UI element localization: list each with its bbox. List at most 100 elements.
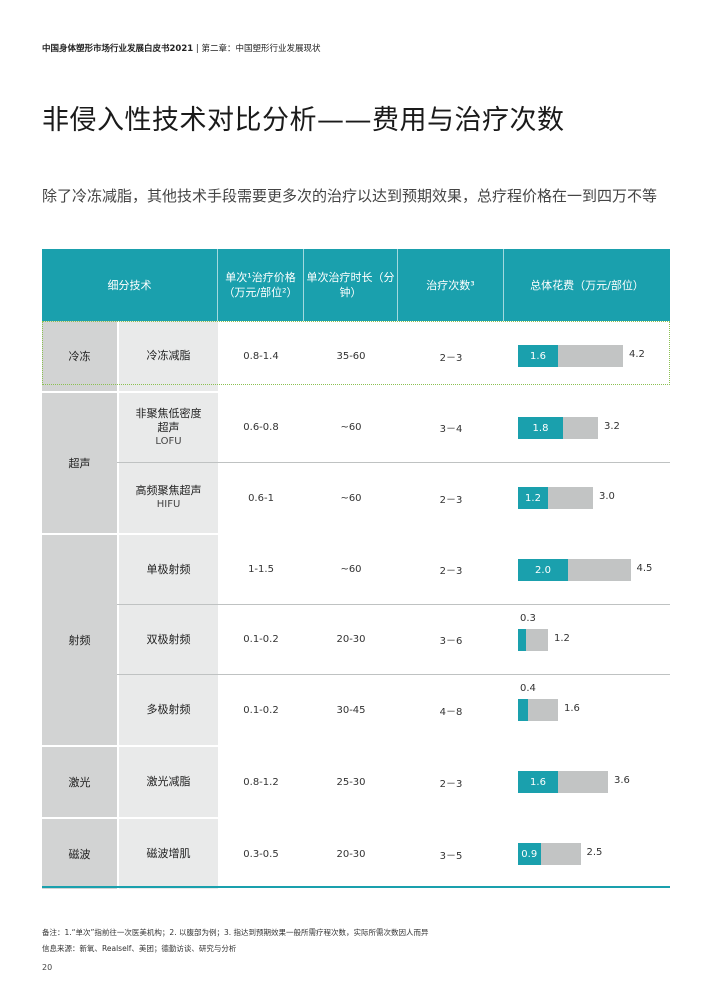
total-cost-cell: 1.2 3.0: [504, 463, 670, 533]
bar-min-label: 0.4: [520, 683, 536, 694]
tech-name: 冷冻减脂: [146, 349, 191, 362]
total-cost-cell: 2.0 4.5: [504, 535, 670, 604]
total-cost-cell: 1.2 0.3: [504, 605, 670, 674]
price-cell: 0.1-0.2: [243, 704, 279, 716]
group-label: 冷冻: [42, 321, 117, 391]
price-cell: 0.3-0.5: [243, 848, 279, 860]
header-tech: 细分技术: [42, 249, 218, 321]
table-row: 非聚焦低密度超声 LOFU 0.6-0.8 ~60 3－4 1.8 3.2: [117, 393, 670, 463]
count-cell: 2－3: [439, 352, 463, 364]
bar-max-label: 3.2: [604, 421, 620, 432]
total-cost-cell: 1.6 3.6: [504, 747, 670, 817]
bar-min-label: 0.3: [520, 613, 536, 624]
duration-cell: 25-30: [336, 776, 366, 788]
tech-cell: 磁波增肌: [117, 819, 218, 889]
total-cost-cell: 1.6 0.4: [504, 675, 670, 745]
tech-abbr: HIFU: [156, 499, 181, 510]
table-header: 细分技术 单次¹治疗价格（万元/部位²） 单次治疗时长（分钟） 治疗次数³ 总体…: [42, 249, 670, 321]
duration-cell: 20-30: [336, 848, 366, 860]
duration-cell: 35-60: [336, 350, 366, 362]
bar-max: [518, 699, 558, 721]
bar-min: 0.9: [518, 843, 541, 865]
bar-min: 2.0: [518, 559, 568, 581]
header-separator: |: [195, 44, 199, 54]
tech-name: 双极射频: [146, 632, 191, 646]
tech-name: 单极射频: [146, 562, 191, 576]
table-bottom-rule: [42, 886, 670, 888]
duration-cell: ~60: [340, 564, 362, 575]
tech-name: 多极射频: [146, 703, 191, 716]
table-row: 磁波增肌 0.3-0.5 20-30 3－5 0.9 2.5: [117, 819, 670, 889]
tech-name: 激光减脂: [146, 775, 191, 788]
tech-cell: 冷冻减脂: [117, 321, 218, 391]
tech-cell: 高频聚焦超声 HIFU: [117, 463, 218, 533]
tech-name: 高频聚焦超声: [135, 484, 202, 497]
group-label: 超声: [42, 393, 117, 533]
group-rows: 激光减脂 0.8-1.2 25-30 2－3 1.6 3.6: [117, 747, 670, 817]
header-count: 治疗次数³: [398, 249, 504, 321]
bar-min: 1.6: [518, 771, 558, 793]
duration-cell: 30-45: [336, 704, 366, 716]
table-row: 冷冻减脂 0.8-1.4 35-60 2－3 1.6 4.2: [117, 321, 670, 391]
footnote-remarks: 备注：1.“单次”指前往一次医美机构；2. 以腹部为例；3. 指达到预期效果一般…: [42, 928, 429, 937]
tech-name: 非聚焦低密度超声: [135, 406, 202, 434]
price-cell: 0.1-0.2: [243, 634, 279, 645]
page-number: 20: [42, 963, 53, 972]
bar-max-label: 2.5: [586, 847, 603, 858]
table-row: 双极射频 0.1-0.2 20-30 3－6 1.2 0.3: [117, 605, 670, 675]
table-row: 高频聚焦超声 HIFU 0.6-1 ~60 2－3 1.2 3.0: [117, 463, 670, 533]
bar-min: 1.2: [518, 487, 548, 509]
bar-max-label: 1.2: [554, 633, 570, 644]
table-row: 多极射频 0.1-0.2 30-45 4－8 1.6 0.4: [117, 675, 670, 745]
count-cell: 3－5: [439, 850, 463, 862]
bar-max-label: 3.0: [599, 491, 615, 502]
chapter-title: 第二章：中国塑形行业发展现状: [201, 44, 321, 54]
count-cell: 2－3: [439, 566, 463, 577]
bar-max-label: 4.2: [629, 349, 645, 360]
price-cell: 0.6-0.8: [243, 422, 279, 433]
bar-min: 1.8: [518, 417, 563, 439]
group-rows: 非聚焦低密度超声 LOFU 0.6-0.8 ~60 3－4 1.8 3.2 高频聚焦超声 HIF…: [117, 393, 670, 533]
table-body: 冷冻 冷冻减脂 0.8-1.4 35-60 2－3 1.6 4.2 超声 非聚焦低密度超声 LOF…: [42, 321, 670, 891]
page-title: 非侵入性技术对比分析——费用与治疗次数: [42, 105, 565, 136]
tech-name: 磁波增肌: [146, 847, 191, 860]
page-subtitle: 除了冷冻减脂，其他技术手段需要更多次的治疗以达到预期效果，总疗程价格在一到四万不…: [42, 187, 658, 205]
group-rows: 冷冻减脂 0.8-1.4 35-60 2－3 1.6 4.2: [117, 321, 670, 391]
bar-min: 1.6: [518, 345, 558, 367]
tech-cell: 双极射频: [117, 605, 218, 674]
table-group: 射频 单极射频 1-1.5 ~60 2－3 2.0 4.5 双极射频 0.1-0.2 20-30 3…: [42, 535, 670, 747]
group-label: 磁波: [42, 819, 117, 889]
count-cell: 3－4: [439, 424, 463, 435]
table-group: 激光 激光减脂 0.8-1.2 25-30 2－3 1.6 3.6: [42, 747, 670, 819]
group-label: 射频: [42, 535, 117, 745]
bar-min: [518, 629, 526, 651]
tech-cell: 非聚焦低密度超声 LOFU: [117, 393, 218, 462]
header-total: 总体花费（万元/部位）: [530, 278, 644, 292]
price-cell: 0.8-1.2: [243, 776, 279, 788]
price-cell: 0.6-1: [248, 492, 274, 504]
price-cell: 0.8-1.4: [243, 350, 279, 362]
tech-cell: 多极射频: [117, 675, 218, 745]
bar-max-label: 1.6: [564, 703, 580, 714]
total-cost-cell: 0.9 2.5: [504, 819, 670, 889]
table-group: 冷冻 冷冻减脂 0.8-1.4 35-60 2－3 1.6 4.2: [42, 321, 670, 393]
header-price: 单次¹治疗价格（万元/部位²）: [218, 249, 304, 321]
group-rows: 单极射频 1-1.5 ~60 2－3 2.0 4.5 双极射频 0.1-0.2 20-30 3－6…: [117, 535, 670, 745]
bar-max-label: 3.6: [614, 775, 630, 786]
table-group: 超声 非聚焦低密度超声 LOFU 0.6-0.8 ~60 3－4 1.8 3.2 高频聚焦超声 H…: [42, 393, 670, 535]
report-title: 中国身体塑形市场行业发展白皮书2021: [42, 44, 194, 54]
tech-abbr: LOFU: [155, 435, 182, 447]
duration-cell: ~60: [340, 492, 362, 504]
group-label: 激光: [42, 747, 117, 817]
footnote-source: 信息来源：新氧、Realself、美团；德勤访谈、研究与分析: [42, 944, 237, 953]
count-cell: 3－6: [439, 636, 463, 647]
footnotes: 备注：1.“单次”指前往一次医美机构；2. 以腹部为例；3. 指达到预期效果一般…: [42, 925, 429, 957]
table-row: 激光减脂 0.8-1.2 25-30 2－3 1.6 3.6: [117, 747, 670, 817]
bar-max-label: 4.5: [636, 563, 653, 574]
price-cell: 1-1.5: [248, 564, 274, 575]
count-cell: 2－3: [439, 494, 463, 506]
running-header: 中国身体塑形市场行业发展白皮书2021 | 第二章：中国塑形行业发展现状: [42, 42, 320, 54]
comparison-table: 细分技术 单次¹治疗价格（万元/部位²） 单次治疗时长（分钟） 治疗次数³ 总体…: [42, 249, 670, 891]
duration-cell: ~60: [340, 422, 362, 433]
table-row: 单极射频 1-1.5 ~60 2－3 2.0 4.5: [117, 535, 670, 605]
